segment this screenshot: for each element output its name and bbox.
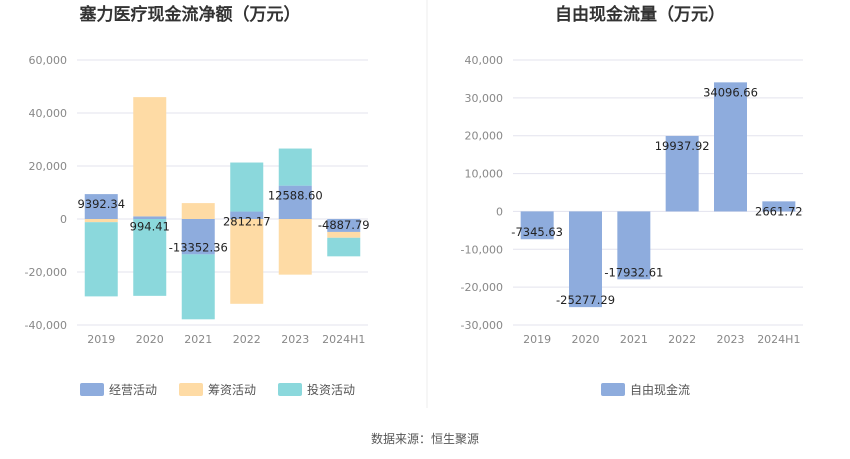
x-tick-label: 2020 [136, 333, 164, 346]
bar-1 [520, 211, 554, 240]
y-tick-label: 40,000 [29, 107, 68, 120]
legend-swatch [179, 383, 203, 396]
bar-1 [569, 211, 602, 308]
data-label: 994.41 [130, 219, 170, 233]
bar-1 [714, 82, 747, 212]
y-tick-label: 30,000 [465, 92, 504, 105]
legend-label: 自由现金流 [630, 382, 690, 397]
x-tick-label: 2022 [233, 333, 261, 346]
data-label: -17932.61 [604, 265, 663, 279]
x-tick-label: 2021 [620, 333, 648, 346]
x-tick-label: 2022 [668, 333, 696, 346]
data-label: -7345.63 [511, 225, 563, 239]
y-tick-label: -40,000 [25, 319, 67, 332]
bar-1 [665, 135, 699, 212]
left-chart: 塞力医疗现金流净额（万元） 60,000 40,000 20,000 0 -20,000… [25, 4, 370, 397]
bar-3 [230, 162, 264, 212]
bar-2 [133, 97, 167, 217]
source-label: 数据来源：恒生聚源 [371, 431, 479, 446]
bar-2 [84, 219, 118, 223]
data-label: 2812.17 [223, 215, 271, 229]
bar-1 [762, 201, 796, 212]
y-tick-label: 0 [496, 205, 503, 218]
y-tick-label: 40,000 [465, 54, 504, 67]
bar-2 [327, 231, 361, 238]
bar-3 [133, 219, 167, 296]
y-tick-label: 10,000 [465, 168, 504, 181]
bar-1 [617, 211, 651, 280]
data-label: 34096.66 [703, 85, 758, 99]
bar-1 [230, 211, 264, 219]
bar-2 [278, 219, 312, 275]
legend-label: 经营活动 [109, 383, 157, 397]
y-tick-label: 0 [60, 213, 67, 226]
legend-swatch [278, 383, 302, 396]
right-chart-title: 自由现金流量（万元） [555, 4, 725, 25]
y-tick-label: -10,000 [461, 243, 503, 256]
x-tick-label: 2021 [184, 333, 212, 346]
y-tick-label: 20,000 [29, 160, 68, 173]
x-tick-label: 2024H1 [757, 333, 800, 346]
data-label: -25277.29 [556, 293, 615, 307]
legend-label: 筹资活动 [208, 383, 256, 397]
bar-1 [84, 194, 118, 219]
right-chart: 自由现金流量（万元） 40,000 30,000 20,000 10,000 0 -10,… [461, 4, 803, 397]
bar-1 [278, 185, 312, 219]
y-tick-label: -20,000 [25, 266, 67, 279]
bar-2 [181, 203, 215, 219]
bar-1 [133, 216, 167, 219]
right-legend: 自由现金流 [601, 382, 690, 397]
data-label: 19937.92 [655, 139, 710, 153]
x-tick-label: 2023 [281, 333, 309, 346]
bar-1 [327, 219, 361, 232]
bar-3 [181, 254, 215, 320]
x-tick-label: 2019 [87, 333, 115, 346]
bar-3 [84, 222, 118, 297]
y-tick-label: -30,000 [461, 319, 503, 332]
data-label: 2661.72 [755, 204, 803, 218]
left-chart-title: 塞力医疗现金流净额（万元） [80, 4, 301, 25]
bar-3 [327, 237, 361, 257]
legend-swatch [80, 383, 104, 396]
x-tick-label: 2023 [717, 333, 745, 346]
x-tick-label: 2024H1 [322, 333, 365, 346]
data-label: -4887.79 [318, 218, 370, 232]
y-tick-label: 20,000 [465, 130, 504, 143]
y-tick-label: -20,000 [461, 281, 503, 294]
data-label: 12588.60 [268, 189, 323, 203]
data-label: 9392.34 [77, 197, 125, 211]
bar-3 [278, 148, 312, 186]
bar-2 [230, 219, 264, 304]
bar-1 [181, 219, 215, 255]
data-label: -13352.36 [169, 240, 228, 254]
legend-swatch [601, 383, 625, 396]
x-tick-label: 2019 [523, 333, 551, 346]
legend-label: 投资活动 [307, 382, 355, 397]
y-tick-label: 60,000 [29, 54, 68, 67]
x-tick-label: 2020 [572, 333, 600, 346]
left-legend: 经营活动 筹资活动 投资活动 [80, 382, 355, 397]
